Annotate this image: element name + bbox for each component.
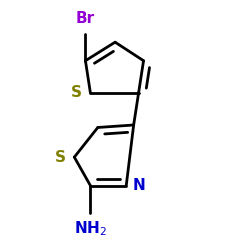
Text: S: S [55,150,66,165]
Text: S: S [71,85,82,100]
Text: N: N [132,178,145,193]
Text: NH$_2$: NH$_2$ [74,220,107,238]
Text: Br: Br [76,11,95,26]
